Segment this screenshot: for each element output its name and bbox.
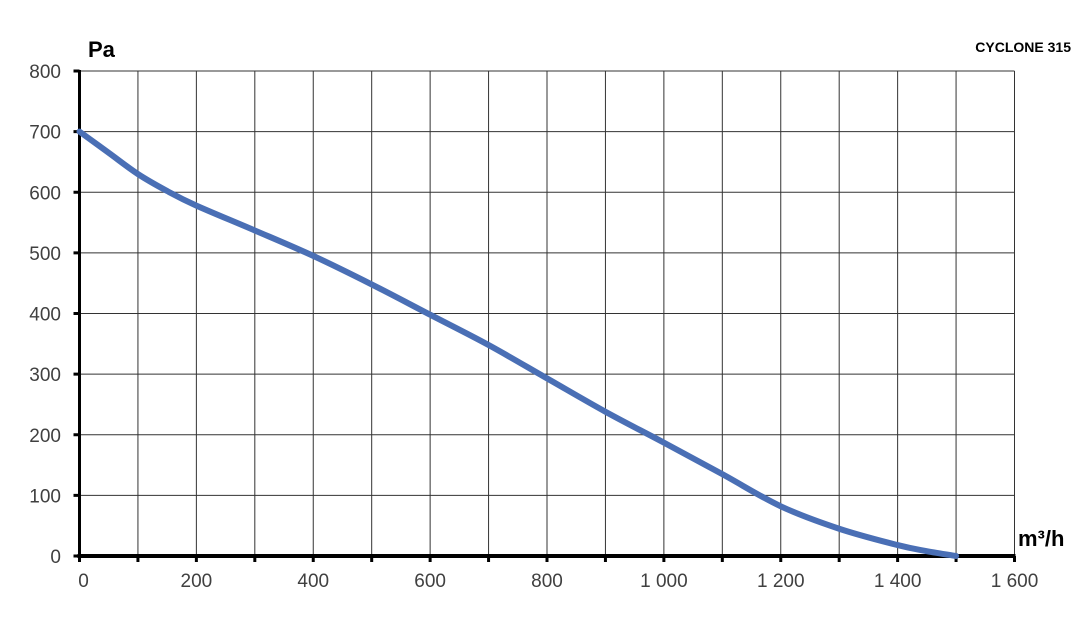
y-tick-label: 800: [29, 62, 61, 83]
x-tick-label: 1 600: [991, 571, 1039, 592]
y-tick-label: 400: [29, 305, 61, 326]
x-tick-label: 1 000: [640, 571, 688, 592]
x-tick-label: 400: [297, 571, 329, 592]
y-tick-label: 500: [29, 244, 61, 265]
y-tick-label: 700: [29, 123, 61, 144]
y-tick-label: 200: [29, 426, 61, 447]
y-tick-label: 100: [29, 486, 61, 507]
x-tick-label: 200: [181, 571, 213, 592]
x-tick-label: 600: [414, 571, 446, 592]
x-tick-label: 0: [78, 571, 89, 592]
x-tick-label: 1 400: [874, 571, 922, 592]
axes: [73, 69, 1016, 562]
x-axis-label: m³/h: [1018, 526, 1064, 551]
series-line: [76, 128, 960, 559]
y-tick-label: 600: [29, 183, 61, 204]
y-axis-label: Pa: [88, 37, 116, 62]
x-tick-label: 800: [531, 571, 563, 592]
x-tick-label: 1 200: [757, 571, 805, 592]
y-tick-label: 0: [50, 547, 61, 568]
y-tick-label: 300: [29, 365, 61, 386]
tick-labels: 0 200 400 600 800 1 000 1 200 1 400 1 600 0 100 200…: [29, 62, 1038, 592]
grid: [79, 70, 1015, 556]
chart-title: CYCLONE 315: [975, 39, 1071, 55]
